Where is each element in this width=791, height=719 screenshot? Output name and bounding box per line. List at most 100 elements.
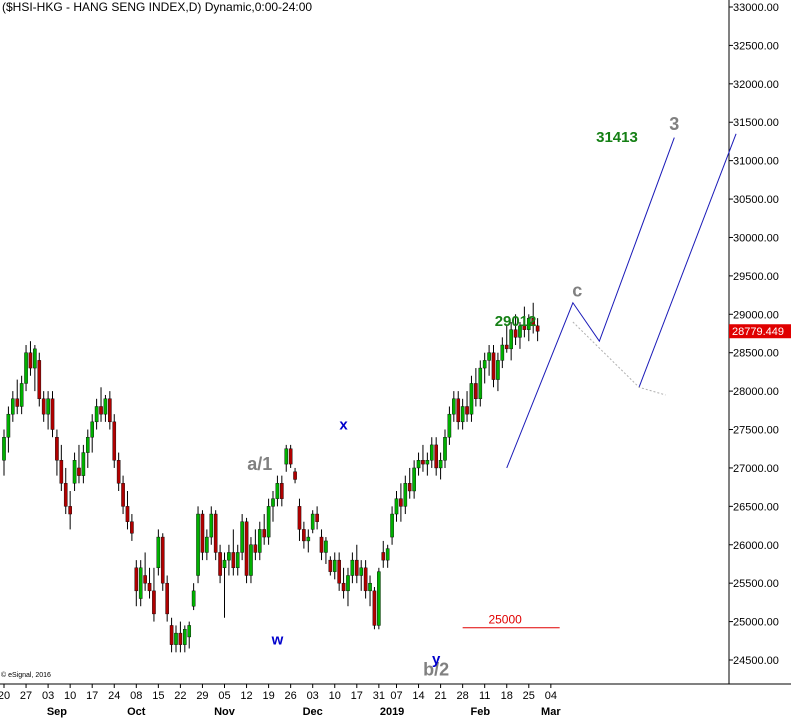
chart-title: ($HSI-HKG - HANG SENG INDEX,D) Dynamic,0…	[2, 0, 313, 14]
candle-down	[531, 317, 535, 327]
candle-down	[63, 483, 68, 507]
candle-up	[174, 632, 178, 645]
candle-up	[222, 559, 227, 569]
candle-down	[293, 471, 297, 480]
x-tick-label: 29	[196, 690, 208, 702]
x-tick-label: 10	[64, 690, 76, 702]
candle-up	[487, 352, 491, 361]
candle-down	[169, 625, 174, 645]
candle-up	[332, 559, 337, 572]
candle-up	[412, 467, 416, 492]
wave-projection-channel	[638, 133, 737, 388]
y-tick-label: 25500.00	[733, 578, 779, 590]
candle-down	[421, 460, 425, 465]
candle-up	[33, 348, 37, 369]
candle-down	[121, 483, 125, 507]
candle-down	[262, 529, 266, 538]
candle-down	[77, 467, 81, 476]
y-tick-label: 31500.00	[733, 117, 779, 129]
candle-up	[390, 513, 394, 538]
support-label: 25000	[488, 613, 522, 627]
candle-down	[535, 325, 540, 332]
y-tick-label: 29500.00	[733, 271, 779, 283]
x-tick-label: 10	[329, 690, 341, 702]
wave-label: 3	[669, 114, 679, 134]
candle-up	[249, 544, 253, 576]
wave-label: b/2	[423, 659, 449, 679]
candle-down	[213, 513, 218, 553]
x-tick-label: 21	[434, 690, 446, 702]
candle-up	[518, 325, 522, 338]
wave-projection-line	[506, 137, 675, 469]
candle-down	[116, 460, 121, 484]
x-tick-label: 22	[174, 690, 186, 702]
candle-up	[156, 536, 161, 569]
candle-down	[399, 498, 403, 507]
x-tick-label: 17	[86, 690, 98, 702]
candle-up	[324, 540, 328, 553]
y-tick-label: 24500.00	[733, 655, 779, 667]
last-price-tag	[729, 324, 791, 339]
candle-down	[491, 352, 496, 380]
wave-label: 29012	[495, 313, 537, 330]
wave-projection-dotted	[572, 321, 666, 396]
candle-up	[138, 567, 143, 599]
y-tick-label: 26000.00	[733, 540, 779, 552]
candle-up	[478, 367, 483, 399]
candle-up	[403, 483, 408, 507]
candle-up	[271, 498, 275, 507]
y-tick-label: 33000.00	[733, 2, 779, 14]
candle-up	[350, 559, 355, 576]
candle-down	[160, 536, 165, 584]
candle-up	[438, 460, 443, 469]
candle-up	[24, 352, 28, 384]
y-tick-label: 26500.00	[733, 501, 779, 513]
candle-up	[346, 575, 350, 592]
wave-label: 31413	[596, 129, 638, 146]
last-price-label: 28779.449	[732, 326, 784, 338]
candle-down	[522, 325, 527, 330]
candle-down	[474, 383, 478, 400]
candle-down	[99, 406, 103, 415]
candle-up	[196, 513, 200, 576]
x-tick-label: 28	[457, 690, 469, 702]
candle-down	[381, 552, 386, 561]
candle-down	[253, 544, 258, 553]
candle-down	[341, 582, 346, 592]
y-tick-label: 28500.00	[733, 348, 779, 360]
wave-label: w	[271, 632, 284, 649]
candle-up	[11, 398, 15, 415]
x-month-label: Nov	[214, 706, 236, 718]
x-tick-label: 12	[240, 690, 252, 702]
y-tick-label: 31000.00	[733, 156, 779, 168]
candle-down	[37, 360, 42, 400]
candle-down	[465, 406, 469, 415]
candle-down	[147, 582, 152, 592]
x-month-label: Mar	[541, 706, 561, 718]
candle-up	[310, 513, 315, 530]
candle-up	[368, 582, 372, 592]
candle-down	[15, 398, 20, 407]
candle-up	[394, 498, 399, 515]
candle-up	[377, 571, 381, 626]
candle-down	[165, 582, 169, 615]
candle-down	[28, 352, 33, 369]
y-tick-label: 32500.00	[733, 40, 779, 52]
copyright-text: © eSignal, 2016	[1, 672, 51, 679]
x-month-label: Oct	[127, 706, 146, 718]
candle-up	[103, 398, 108, 415]
candle-down	[244, 521, 249, 576]
candle-up	[425, 460, 430, 465]
wave-label: c	[572, 281, 582, 301]
x-tick-label: 15	[152, 690, 164, 702]
candle-up	[496, 360, 500, 380]
candle-down	[152, 590, 156, 615]
candle-up	[90, 421, 94, 438]
candle-up	[72, 460, 77, 484]
candle-up	[443, 437, 447, 461]
candle-up	[191, 590, 196, 607]
x-month-label: 2019	[380, 706, 404, 718]
candle-up	[284, 448, 289, 465]
